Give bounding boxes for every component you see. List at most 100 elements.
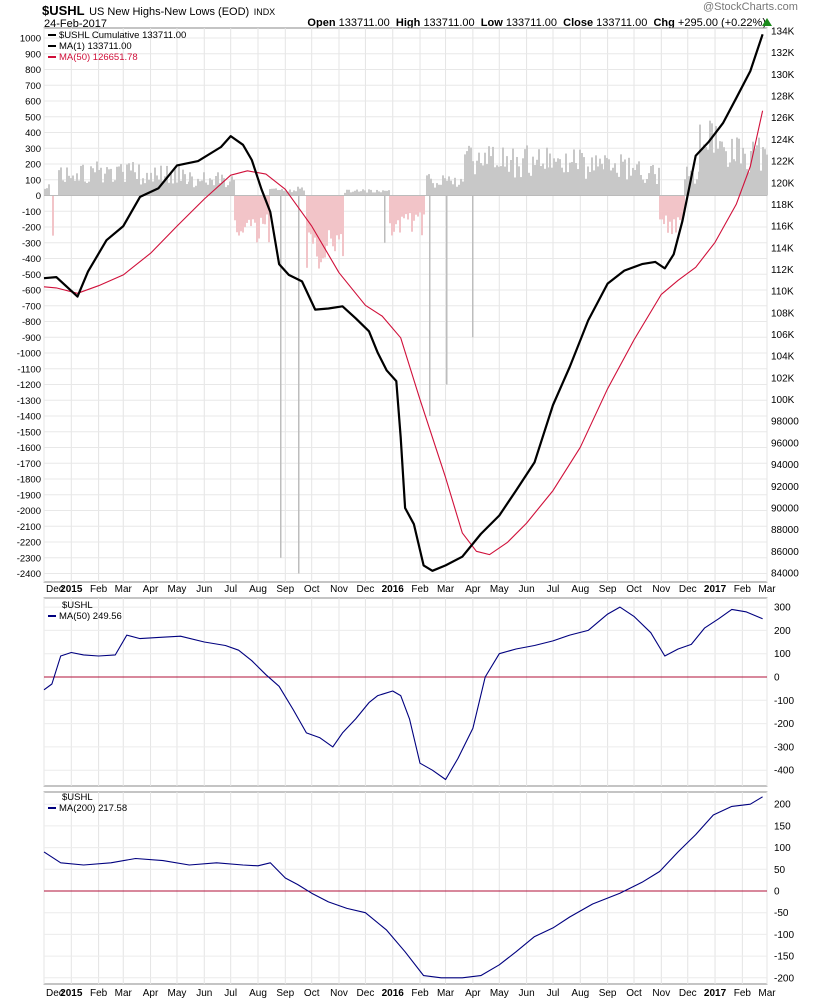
left-axis-tick-label: -400 <box>22 254 41 265</box>
histogram-bar <box>673 195 675 220</box>
high-value: 133711.00 <box>423 17 475 29</box>
left-axis-tick-label: -700 <box>22 301 41 312</box>
histogram-bar <box>488 146 490 196</box>
right-axis-tick-label: 100K <box>771 395 795 406</box>
histogram-bar <box>522 158 524 196</box>
histogram-bar <box>510 159 512 196</box>
left-axis-tick-label: 800 <box>25 65 41 76</box>
histogram-bar <box>283 190 285 196</box>
histogram-bar <box>140 184 142 196</box>
right-axis-tick-label: 90000 <box>771 503 799 514</box>
histogram-bar <box>211 179 213 196</box>
histogram-bar <box>428 174 430 196</box>
histogram-bar <box>762 147 764 196</box>
histogram-bar <box>711 123 713 196</box>
histogram-bar <box>191 176 193 196</box>
histogram-bar <box>415 195 417 215</box>
histogram-bar <box>440 184 442 196</box>
histogram-bar <box>553 158 555 196</box>
histogram-bar <box>217 172 219 196</box>
right-axis-tick-label: 118K <box>771 200 794 211</box>
histogram-bar <box>701 148 703 196</box>
histogram-bar <box>731 138 733 196</box>
histogram-bar <box>386 190 388 196</box>
left-axis-tick-label: -600 <box>22 286 41 297</box>
histogram-bar <box>350 192 352 196</box>
watermark: @StockCharts.com <box>703 1 798 13</box>
histogram-bar <box>484 152 486 196</box>
histogram-bar <box>362 189 364 196</box>
x-axis-tick-label: Mar <box>115 988 133 999</box>
histogram-bar <box>322 195 324 259</box>
close-label: Close <box>563 17 594 29</box>
left-axis-tick-label: -300 <box>22 238 41 249</box>
right-axis-tick-label: 114K <box>771 243 794 254</box>
histogram-bar <box>721 141 723 196</box>
histogram-bar <box>80 165 82 196</box>
right-axis-tick-label: -300 <box>774 742 794 753</box>
cumulative-line <box>43 33 764 572</box>
histogram-bar <box>136 178 138 196</box>
histogram-bar <box>134 172 136 196</box>
histogram-bar <box>636 164 638 196</box>
legend-label: $USHL Cumulative 133711.00 <box>59 30 186 41</box>
left-axis-tick-label: 900 <box>25 49 41 60</box>
histogram-bar <box>76 173 78 196</box>
histogram-bar <box>610 170 612 196</box>
right-axis-tick-label: -200 <box>774 973 794 984</box>
histogram-bar <box>686 166 688 196</box>
histogram-bar <box>74 180 76 196</box>
histogram-bar <box>277 190 279 196</box>
histogram-bar <box>195 185 197 196</box>
histogram-bar <box>162 181 164 196</box>
x-axis-tick-label: Jul <box>547 988 560 999</box>
histogram-bar <box>474 174 476 196</box>
histogram-bar <box>766 154 768 196</box>
histogram-bar <box>108 169 110 196</box>
right-axis-tick-label: 88000 <box>771 525 799 536</box>
histogram-bar <box>336 195 338 236</box>
histogram-bar <box>199 181 201 196</box>
histogram-bar <box>478 152 480 196</box>
histogram-bar <box>86 182 88 196</box>
price-panel-frame <box>43 27 768 583</box>
histogram-bar <box>492 146 494 196</box>
histogram-bar <box>742 147 744 196</box>
histogram-bar <box>494 167 496 196</box>
histogram-bar <box>238 195 240 236</box>
histogram-bar <box>231 176 233 196</box>
histogram-bar <box>306 195 308 268</box>
histogram-bar <box>630 175 632 196</box>
histogram-bar <box>256 195 258 243</box>
histogram-bar <box>98 169 100 196</box>
x-axis-tick-label: Apr <box>465 988 481 999</box>
histogram-bar <box>411 195 413 232</box>
x-axis-tick-label: Sep <box>599 988 617 999</box>
histogram-bar <box>754 148 756 196</box>
histogram-bar <box>587 166 589 196</box>
left-axis-tick-label: 600 <box>25 97 41 108</box>
histogram-bar <box>551 167 553 196</box>
histogram-bar <box>612 167 614 196</box>
histogram-bar <box>324 195 326 258</box>
histogram-bar <box>215 176 217 196</box>
histogram-bar <box>164 176 166 196</box>
histogram-bar <box>332 195 334 247</box>
x-axis-tick-label: Feb <box>734 988 752 999</box>
histogram-bar <box>642 179 644 196</box>
chg-label: Chg <box>653 17 675 29</box>
right-axis-tick-label: 124K <box>771 135 795 146</box>
chart-title: $USHL US New Highs-New Lows (EOD) INDX <box>42 2 275 20</box>
x-axis-tick-label: Dec <box>679 988 697 999</box>
x-axis-tick-label: Nov <box>652 584 670 595</box>
histogram-bar <box>409 195 411 214</box>
histogram-bar <box>472 161 474 196</box>
left-axis-tick-label: -1100 <box>17 364 41 375</box>
histogram-bar <box>652 164 654 196</box>
histogram-bar <box>432 183 434 196</box>
left-axis-tick-label: 1000 <box>20 34 41 45</box>
right-axis-tick-label: 112K <box>771 265 794 276</box>
histogram-bar <box>356 189 358 196</box>
histogram-bar <box>295 191 297 196</box>
legend-label: MA(50) 126651.78 <box>59 52 138 63</box>
